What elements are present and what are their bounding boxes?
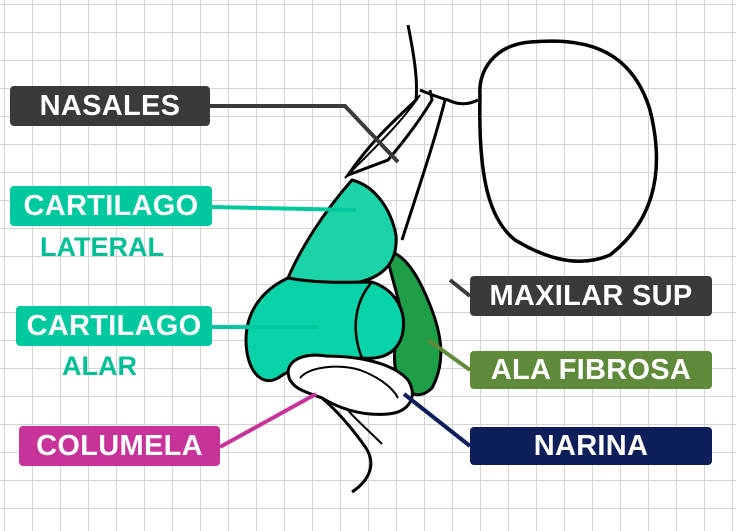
- frontal-process: [400, 99, 447, 241]
- label-ala-fibrosa: ALA FIBROSA: [470, 351, 712, 389]
- label-columela: COLUMELA: [19, 426, 220, 466]
- maxilla-outline: [478, 39, 659, 263]
- frontal-suture: [419, 88, 479, 106]
- label-maxilar-sup: MAXILAR SUP: [470, 276, 712, 316]
- label-narina: NARINA: [470, 427, 712, 465]
- leader-cartilago-lateral: [211, 205, 357, 212]
- leader-maxilar-sup: [448, 278, 472, 298]
- leader-narina: [402, 392, 472, 448]
- nasal-bone-inner: [344, 94, 421, 179]
- label-cartilago-lateral-sub: LATERAL: [40, 232, 164, 262]
- alar-inner-fold: [354, 281, 373, 359]
- septum-line-2: [345, 407, 383, 445]
- label-cartilago-alar-sub: ALAR: [62, 351, 137, 381]
- label-cartilago-lateral: CARTILAGO: [10, 186, 212, 226]
- cartilago-lateral-shape: [285, 178, 398, 286]
- label-cartilago-alar: CARTILAGO: [16, 306, 212, 346]
- nostril-inner: [299, 365, 399, 399]
- label-nasales: NASALES: [10, 86, 210, 126]
- columella-outline: [286, 353, 414, 416]
- leader-nasales: [210, 104, 400, 164]
- leader-columela: [219, 392, 317, 449]
- septum-line: [321, 396, 373, 494]
- leader-ala-fibrosa: [426, 338, 472, 372]
